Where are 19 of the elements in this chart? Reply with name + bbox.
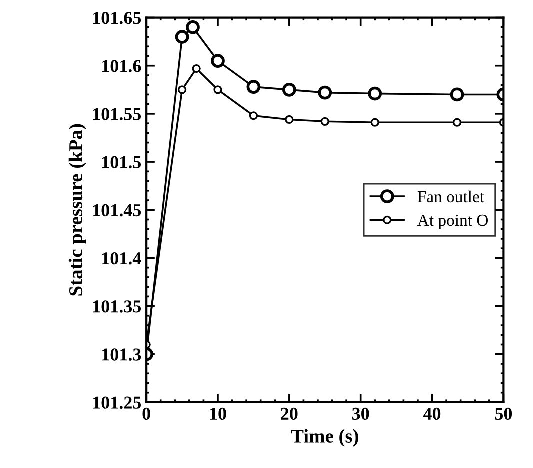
legend-label: Fan outlet [418, 190, 484, 203]
y-tick-label: 101.6 [102, 60, 142, 72]
x-tick-label: 50 [495, 408, 512, 420]
x-tick-label: 30 [352, 408, 370, 420]
y-tick-label: 101.4 [102, 252, 142, 265]
y-tick-label: 101.3 [102, 348, 142, 361]
y-tick-label: 101.25 [94, 396, 142, 409]
legend-label: At point O [418, 214, 488, 230]
y-tick-label: 101.35 [94, 300, 142, 313]
y-axis-title: Static pressure (kPa) [68, 124, 87, 296]
y-tick-label: 101.5 [102, 156, 142, 169]
x-tick-label: 40 [423, 408, 441, 420]
x-tick-label: 0 [142, 408, 150, 420]
x-tick-label: 10 [210, 408, 226, 420]
y-tick-label: 101.45 [94, 204, 142, 217]
y-tick-label: 101.55 [94, 108, 142, 120]
x-tick-label: 20 [281, 408, 298, 420]
x-axis-title: Time (s) [291, 429, 358, 447]
y-tick-label: 101.65 [94, 12, 142, 24]
